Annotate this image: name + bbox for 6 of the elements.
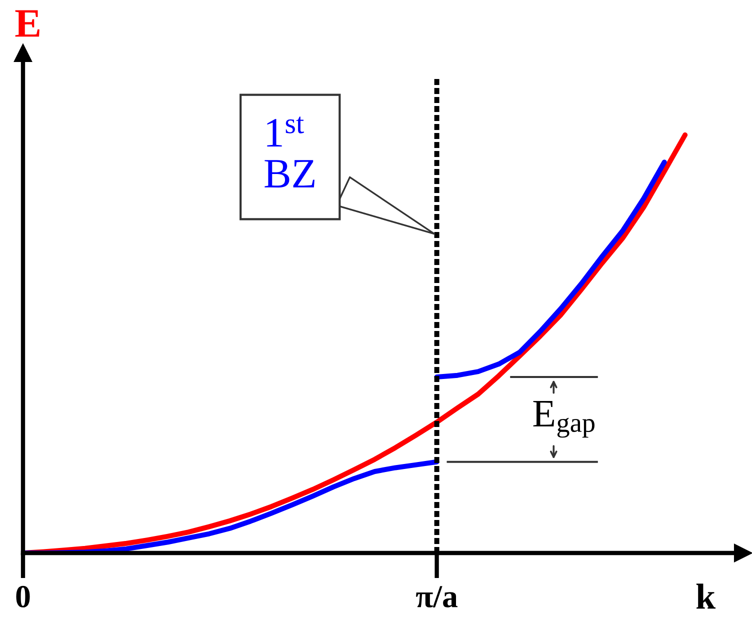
x-axis-title: k xyxy=(696,584,716,609)
y-axis-title: E xyxy=(15,10,40,37)
annotation: E$_{gap}$ xyxy=(533,400,594,438)
x-tick-label: π/a xyxy=(416,586,458,608)
ref-line-label: 1$^{st}$ BZ xyxy=(264,116,314,188)
x-tick-label: 0 xyxy=(16,586,30,608)
